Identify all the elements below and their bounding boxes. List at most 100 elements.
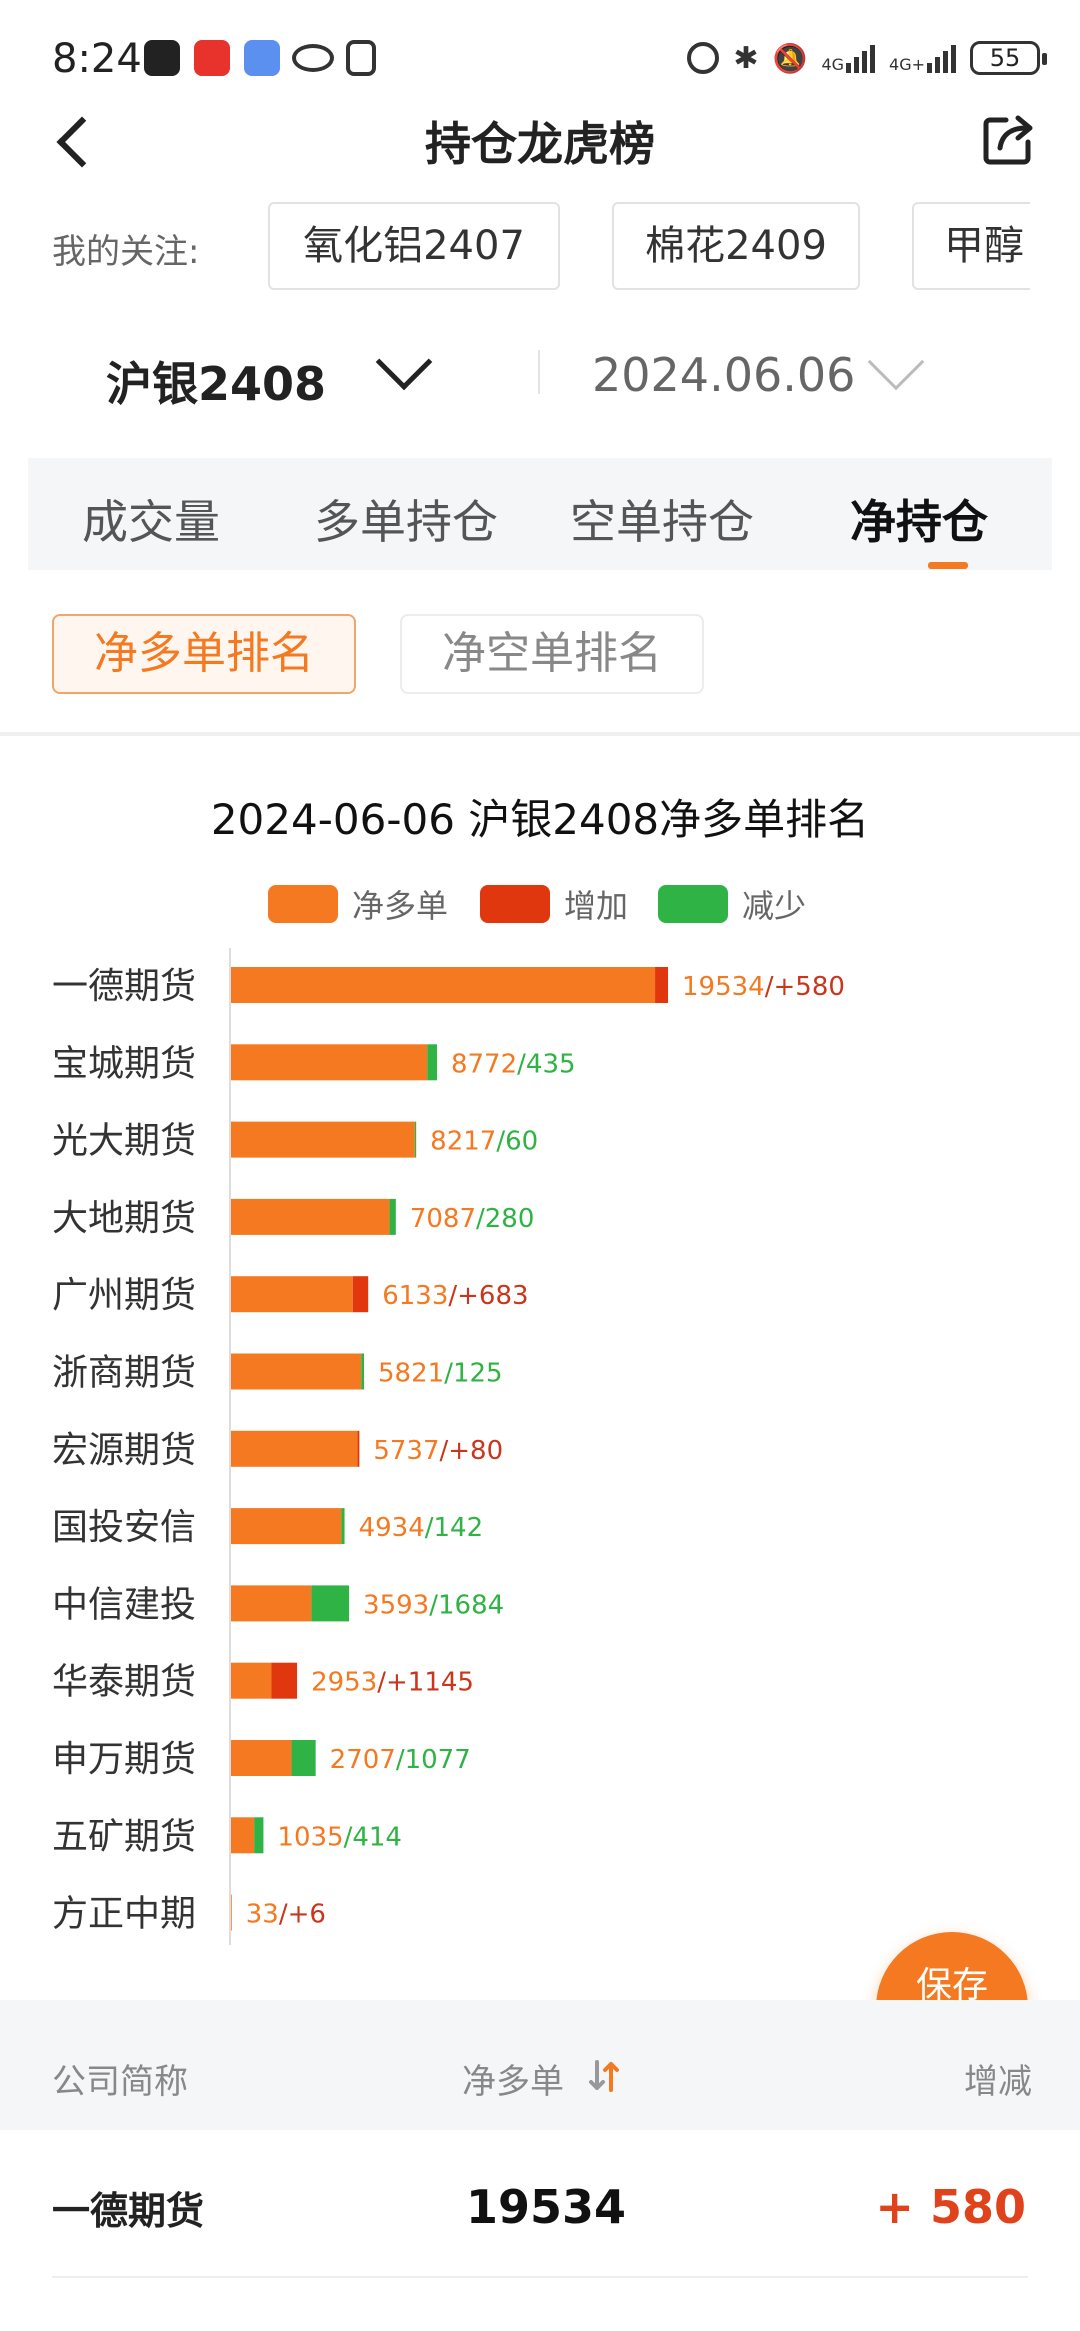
sort-icon[interactable] [588, 2058, 620, 2094]
chart-category-label: 五矿期货 [52, 1816, 196, 1857]
chart-category-label: 广州期货 [52, 1275, 196, 1316]
chart-category-label: 大地期货 [52, 1198, 196, 1239]
chart-category-label: 华泰期货 [52, 1662, 196, 1703]
chart-bar-net-long [231, 1740, 292, 1776]
tab-short-positions[interactable]: 空单持仓 [570, 495, 754, 549]
column-header-net-long[interactable]: 净多单 [462, 2062, 564, 2102]
chart-category-label: 浙商期货 [52, 1353, 196, 1394]
chart-bar-net-long [231, 1044, 428, 1081]
chart-data-label: 6133/+683 [382, 1281, 528, 1311]
signal-icon: 4G [821, 43, 876, 73]
chart-category-label: 宝城期货 [52, 1043, 196, 1084]
chart-data-label: 5737/+80 [373, 1436, 503, 1466]
tab-indicator [928, 562, 968, 569]
tab-long-positions[interactable]: 多单持仓 [314, 495, 498, 549]
chart-bar-increase [271, 1662, 298, 1699]
legend-label: 净多单 [352, 887, 449, 925]
status-bar: 8:24 ✱ 🔕 4G 4G+ 55 [0, 0, 1080, 120]
system-icons: ✱ 🔕 4G 4G+ 55 [687, 38, 1047, 78]
chart-bar-net-long [231, 1430, 358, 1467]
date-selector[interactable]: 2024.06.06 [592, 348, 856, 402]
chart-category-label: 光大期货 [52, 1121, 196, 1162]
chevron-down-icon[interactable] [375, 333, 433, 391]
column-header-company: 公司简称 [52, 2062, 188, 2102]
legend-label: 减少 [742, 887, 807, 925]
chart-bar-net-long [231, 1276, 353, 1313]
chart-bar-decrease [389, 1198, 396, 1235]
eye-icon [292, 44, 334, 72]
chart-data-label: 8772/435 [451, 1049, 576, 1079]
legend-label: 增加 [564, 887, 629, 925]
app-notification-icon [194, 40, 230, 76]
table-row-net-long: 19534 [466, 2180, 627, 2234]
divider [538, 350, 540, 394]
chart-data-label: 8217/60 [430, 1127, 538, 1157]
chart-bar-decrease [341, 1508, 345, 1545]
app-notification-icon [144, 40, 180, 76]
chart-bar-net-long [231, 1353, 362, 1390]
chart-bar-net-long [231, 1508, 342, 1545]
mute-bell-icon: 🔕 [772, 41, 808, 75]
chart-data-label: 33/+6 [246, 1900, 326, 1930]
battery-indicator: 55 [970, 41, 1047, 75]
chart-data-label: 3593/1684 [363, 1590, 504, 1620]
chevron-down-icon[interactable] [867, 333, 925, 391]
chart-data-label: 2953/+1145 [311, 1668, 474, 1698]
chart-data-label: 19534/+580 [682, 972, 845, 1002]
watchlist-fade [1030, 196, 1080, 296]
chart-data-label: 4934/142 [359, 1513, 484, 1543]
bar-chart: 一德期货 19534/+580 宝城期货 8772/435 光大期货 8217/60 大地期… [52, 948, 845, 1945]
chart-bar-increase [352, 1276, 369, 1313]
chart-bar-decrease [311, 1585, 350, 1622]
chart-bar-net-long [231, 1817, 255, 1854]
share-icon[interactable] [980, 112, 1036, 168]
subtab-net-long-ranking[interactable]: 净多单排名 [52, 614, 356, 694]
legend-swatch-net-long [268, 885, 338, 923]
chart-bar-decrease [361, 1353, 365, 1390]
page-title: 持仓龙虎榜 [425, 117, 655, 171]
legend-swatch-increase [480, 885, 550, 923]
chart-category-label: 方正中期 [52, 1894, 196, 1935]
chart-category-label: 申万期货 [52, 1739, 196, 1780]
tab-volume[interactable]: 成交量 [82, 495, 220, 549]
chart-category-label: 中信建投 [52, 1584, 196, 1625]
chart-bar-decrease [291, 1740, 316, 1776]
chart-title: 2024-06-06 沪银2408净多单排名 [210, 795, 870, 844]
status-time: 8:24 [52, 36, 142, 82]
chart-bar-decrease [254, 1817, 264, 1854]
signal-icon: 4G+ [889, 43, 956, 73]
row-divider [52, 2276, 1028, 2278]
watchlist-label: 我的关注: [52, 232, 200, 272]
section-divider [0, 732, 1080, 736]
chart-bar-decrease [427, 1044, 437, 1081]
chart-bar-net-long [231, 1662, 272, 1699]
chart-legend: 净多单 [268, 884, 449, 925]
chart-category-label: 国投安信 [52, 1507, 196, 1548]
chart-legend: 增加 [480, 884, 629, 925]
alarm-icon [687, 42, 720, 74]
chart-data-label: 1035/414 [277, 1822, 402, 1852]
chart-category-label: 一德期货 [52, 966, 196, 1007]
chart-data-label: 5821/125 [378, 1359, 503, 1389]
chart-data-label: 7087/280 [410, 1204, 535, 1234]
chart-category-label: 宏源期货 [52, 1430, 196, 1471]
app-notification-icon [244, 40, 280, 76]
watchlist-item[interactable]: 棉花2409 [612, 202, 860, 290]
chart-bar-increase [655, 967, 669, 1003]
chart-bar-net-long [231, 1585, 312, 1622]
table-row-change: + 580 [875, 2180, 1026, 2234]
tab-net-positions[interactable]: 净持仓 [850, 495, 988, 549]
column-header-change: 增减 [964, 2062, 1032, 2102]
watchlist-item[interactable]: 氧化铝2407 [268, 202, 560, 290]
chart-bar-increase [357, 1430, 360, 1467]
chart-bar-net-long [231, 967, 656, 1003]
chart-data-label: 2707/1077 [330, 1745, 471, 1775]
chart-bar-net-long [231, 1894, 232, 1931]
chart-legend: 减少 [658, 884, 807, 925]
subtab-net-short-ranking[interactable]: 净空单排名 [400, 614, 704, 694]
tab-bar: 成交量 多单持仓 空单持仓 净持仓 [28, 458, 1052, 570]
chart-bar-net-long [231, 1198, 390, 1235]
table-row-company: 一德期货 [52, 2189, 205, 2233]
contract-selector[interactable]: 沪银2408 [106, 357, 327, 411]
nfc-icon [346, 40, 376, 76]
